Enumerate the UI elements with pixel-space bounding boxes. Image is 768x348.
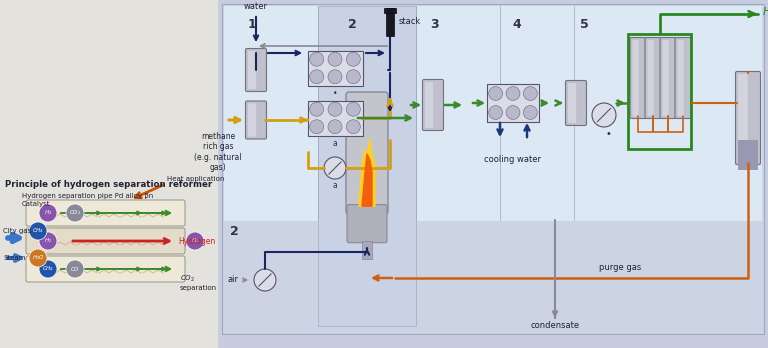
FancyBboxPatch shape bbox=[630, 38, 646, 119]
Bar bbox=[487, 84, 539, 122]
Bar bbox=[738, 140, 758, 170]
Text: 5: 5 bbox=[580, 18, 589, 31]
Text: $H_2$: $H_2$ bbox=[44, 208, 52, 218]
Text: 4: 4 bbox=[512, 18, 521, 31]
Circle shape bbox=[346, 70, 360, 84]
Bar bbox=[307, 50, 362, 86]
Text: purge gas: purge gas bbox=[599, 263, 641, 272]
Text: water: water bbox=[244, 2, 268, 11]
Text: $H_2$: $H_2$ bbox=[44, 237, 52, 245]
Circle shape bbox=[328, 52, 342, 66]
Text: City gas: City gas bbox=[3, 228, 31, 234]
Circle shape bbox=[328, 120, 342, 134]
FancyBboxPatch shape bbox=[675, 38, 691, 119]
Bar bbox=[384, 8, 396, 13]
Circle shape bbox=[524, 105, 538, 119]
Text: methane
rich gas
(e.g. natural
gas): methane rich gas (e.g. natural gas) bbox=[194, 132, 242, 172]
Circle shape bbox=[66, 204, 84, 222]
Circle shape bbox=[310, 52, 323, 66]
Text: •: • bbox=[605, 129, 611, 139]
FancyBboxPatch shape bbox=[346, 92, 388, 214]
Circle shape bbox=[310, 120, 323, 134]
Circle shape bbox=[488, 105, 502, 119]
Circle shape bbox=[328, 102, 342, 116]
FancyBboxPatch shape bbox=[248, 51, 257, 89]
Bar bbox=[307, 101, 362, 135]
FancyBboxPatch shape bbox=[565, 80, 587, 126]
Circle shape bbox=[506, 105, 520, 119]
Text: condensate: condensate bbox=[531, 321, 580, 330]
FancyBboxPatch shape bbox=[568, 83, 576, 123]
Text: Principle of hydrogen separation reformer: Principle of hydrogen separation reforme… bbox=[5, 180, 212, 189]
Text: cooling water: cooling water bbox=[485, 155, 541, 164]
Bar bbox=[318, 6, 416, 326]
Polygon shape bbox=[359, 139, 375, 206]
FancyBboxPatch shape bbox=[645, 38, 661, 119]
Circle shape bbox=[66, 260, 84, 278]
Text: Hydrogen separation pipe Pd alloy βn: Hydrogen separation pipe Pd alloy βn bbox=[22, 193, 154, 199]
FancyBboxPatch shape bbox=[736, 71, 760, 165]
Text: $CO_2$: $CO_2$ bbox=[69, 208, 81, 218]
FancyBboxPatch shape bbox=[246, 101, 266, 139]
Circle shape bbox=[254, 269, 276, 291]
Bar bbox=[222, 4, 764, 334]
Text: 2: 2 bbox=[230, 225, 239, 238]
Text: $CO$: $CO$ bbox=[70, 265, 80, 273]
Circle shape bbox=[524, 87, 538, 101]
Circle shape bbox=[324, 157, 346, 179]
Circle shape bbox=[310, 102, 323, 116]
Circle shape bbox=[310, 70, 323, 84]
Text: Catalyst: Catalyst bbox=[22, 201, 51, 207]
Text: $H_2O$: $H_2O$ bbox=[31, 254, 45, 262]
Circle shape bbox=[488, 87, 502, 101]
FancyBboxPatch shape bbox=[246, 48, 266, 92]
FancyBboxPatch shape bbox=[663, 40, 669, 116]
FancyBboxPatch shape bbox=[677, 40, 684, 116]
FancyBboxPatch shape bbox=[425, 82, 433, 128]
Bar bbox=[224, 6, 762, 221]
Polygon shape bbox=[362, 154, 372, 206]
FancyBboxPatch shape bbox=[660, 38, 676, 119]
Text: Heat application: Heat application bbox=[167, 176, 224, 182]
Text: $CH_4$: $CH_4$ bbox=[42, 264, 54, 274]
Circle shape bbox=[346, 52, 360, 66]
Circle shape bbox=[186, 232, 204, 250]
Text: 3: 3 bbox=[430, 18, 439, 31]
Text: 1: 1 bbox=[248, 18, 257, 31]
Text: •: • bbox=[333, 88, 337, 97]
Bar bbox=[628, 34, 691, 149]
Text: 2: 2 bbox=[348, 18, 357, 31]
FancyBboxPatch shape bbox=[26, 256, 185, 282]
FancyBboxPatch shape bbox=[738, 74, 748, 162]
Circle shape bbox=[39, 204, 57, 222]
Circle shape bbox=[506, 87, 520, 101]
Text: $H_2$: $H_2$ bbox=[762, 5, 768, 19]
FancyBboxPatch shape bbox=[26, 200, 185, 226]
Polygon shape bbox=[0, 0, 218, 348]
Bar bbox=[386, 8, 394, 36]
Circle shape bbox=[592, 103, 616, 127]
FancyBboxPatch shape bbox=[422, 79, 443, 130]
Text: $CO_2$
separation: $CO_2$ separation bbox=[180, 274, 217, 291]
FancyBboxPatch shape bbox=[26, 228, 185, 254]
Circle shape bbox=[29, 222, 47, 240]
FancyBboxPatch shape bbox=[633, 40, 639, 116]
FancyBboxPatch shape bbox=[347, 205, 387, 243]
Circle shape bbox=[346, 120, 360, 134]
Text: Steam: Steam bbox=[3, 255, 25, 261]
Text: air: air bbox=[227, 276, 238, 285]
Circle shape bbox=[328, 70, 342, 84]
Text: a: a bbox=[333, 139, 337, 148]
Circle shape bbox=[39, 232, 57, 250]
Text: $CH_4$: $CH_4$ bbox=[32, 227, 44, 236]
Circle shape bbox=[29, 249, 47, 267]
Bar bbox=[362, 241, 372, 259]
Circle shape bbox=[346, 102, 360, 116]
Text: stack: stack bbox=[399, 17, 422, 26]
Text: $H_2$: $H_2$ bbox=[191, 237, 199, 245]
Text: a: a bbox=[333, 181, 337, 190]
Circle shape bbox=[39, 260, 57, 278]
FancyBboxPatch shape bbox=[248, 103, 257, 136]
Text: Hydrogen: Hydrogen bbox=[178, 237, 215, 245]
